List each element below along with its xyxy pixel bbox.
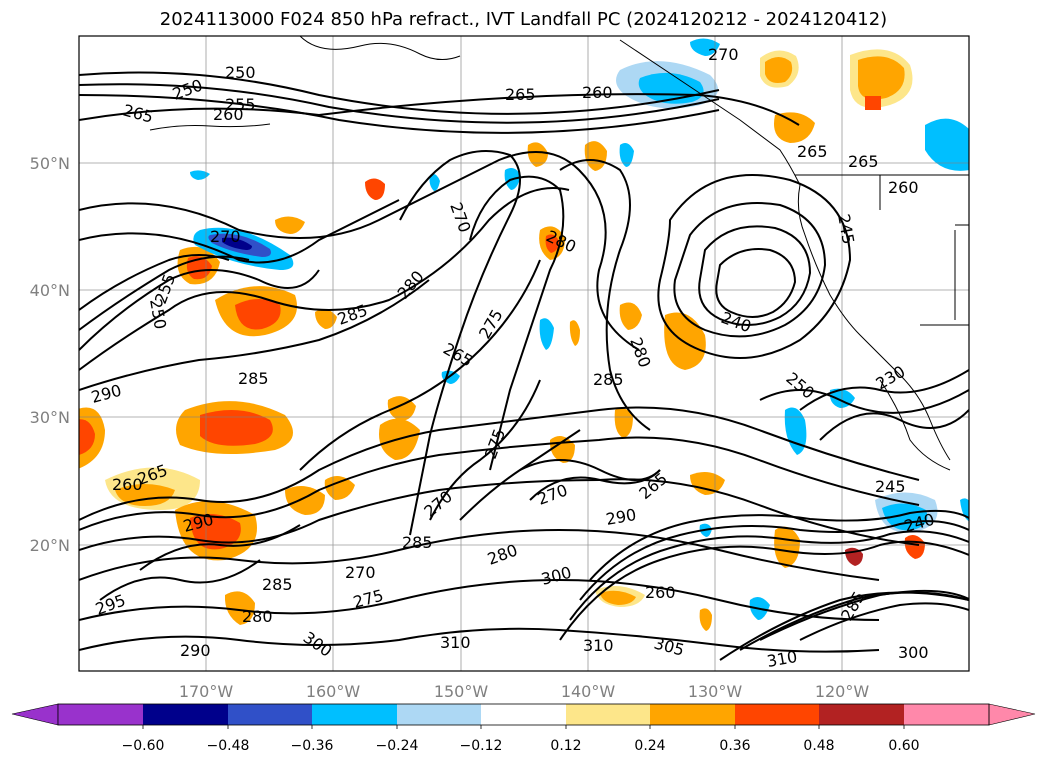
colorbar-swatch	[819, 704, 904, 725]
contour-label: 250	[225, 63, 256, 82]
colorbar-tick: −0.60	[122, 738, 165, 754]
refractivity-contours	[79, 71, 969, 661]
colorbar: −0.60 −0.48 −0.36 −0.24 −0.12 0.12 0.24 …	[11, 703, 1036, 754]
contour-label: 245	[875, 477, 906, 496]
colorbar-tick: 0.36	[719, 738, 750, 754]
colorbar-tick: 0.24	[634, 738, 665, 754]
lon-label: 170°W	[179, 682, 234, 701]
colorbar-extend-low	[11, 703, 59, 726]
lon-label: 150°W	[434, 682, 489, 701]
contour-label: 260	[112, 475, 143, 494]
colorbar-swatch	[143, 704, 228, 725]
colorbar-tick: 0.60	[888, 738, 919, 754]
colorbar-tick: −0.24	[376, 738, 419, 754]
contour-label: 260	[582, 83, 613, 102]
contour-label: 265	[848, 152, 879, 171]
contour-label: 255	[225, 95, 256, 114]
lat-label: 30°N	[30, 408, 70, 427]
contour-label: 310	[440, 633, 471, 652]
colorbar-swatch	[58, 704, 143, 725]
contour-label: 270	[210, 227, 241, 246]
map-title: 2024113000 F024 850 hPa refract., IVT La…	[159, 9, 888, 30]
colorbar-swatch	[228, 704, 312, 725]
colorbar-tick: 0.12	[550, 738, 581, 754]
contour-label: 285	[593, 370, 624, 389]
contour-label: 260	[213, 105, 244, 124]
contour-label: 270	[345, 563, 376, 582]
lat-label: 20°N	[30, 536, 70, 555]
colorbar-swatch	[735, 704, 819, 725]
lat-label: 40°N	[30, 281, 70, 300]
lon-label: 140°W	[561, 682, 616, 701]
contour-label: 260	[645, 583, 676, 602]
colorbar-swatch	[397, 704, 481, 725]
longitude-labels: 170°W 160°W 150°W 140°W 130°W 120°W	[179, 682, 870, 701]
colorbar-swatch	[650, 704, 735, 725]
colorbar-tick: −0.12	[460, 738, 503, 754]
colorbar-swatch	[904, 704, 989, 725]
map-frame	[78, 35, 970, 672]
latitude-labels: 50°N 40°N 30°N 20°N	[30, 154, 70, 555]
map-panel	[79, 36, 969, 671]
contour-label: 270	[708, 45, 739, 64]
colorbar-swatch	[481, 704, 566, 725]
colorbar-tick: −0.36	[291, 738, 334, 754]
contour-label: 285	[262, 575, 293, 594]
contour-label: 260	[888, 178, 919, 197]
colorbar-extend-high	[988, 703, 1036, 726]
contour-label: 285	[402, 533, 433, 552]
lon-label: 160°W	[306, 682, 361, 701]
coastlines	[149, 36, 969, 471]
lat-label: 50°N	[30, 154, 70, 173]
colorbar-swatch	[312, 704, 397, 725]
colorbar-tick: −0.48	[207, 738, 250, 754]
lon-label: 120°W	[815, 682, 870, 701]
contour-label: 285	[238, 369, 269, 388]
contour-label: 265	[505, 85, 536, 104]
colorbar-swatch	[566, 704, 650, 725]
contour-label: 290	[180, 641, 211, 660]
colorbar-tick: 0.48	[803, 738, 834, 754]
lon-label: 130°W	[688, 682, 743, 701]
contour-label: 280	[242, 607, 273, 626]
contour-label: 310	[583, 636, 614, 655]
contour-label: 300	[898, 643, 929, 662]
graticule	[79, 36, 969, 671]
contour-label: 265	[797, 142, 828, 161]
